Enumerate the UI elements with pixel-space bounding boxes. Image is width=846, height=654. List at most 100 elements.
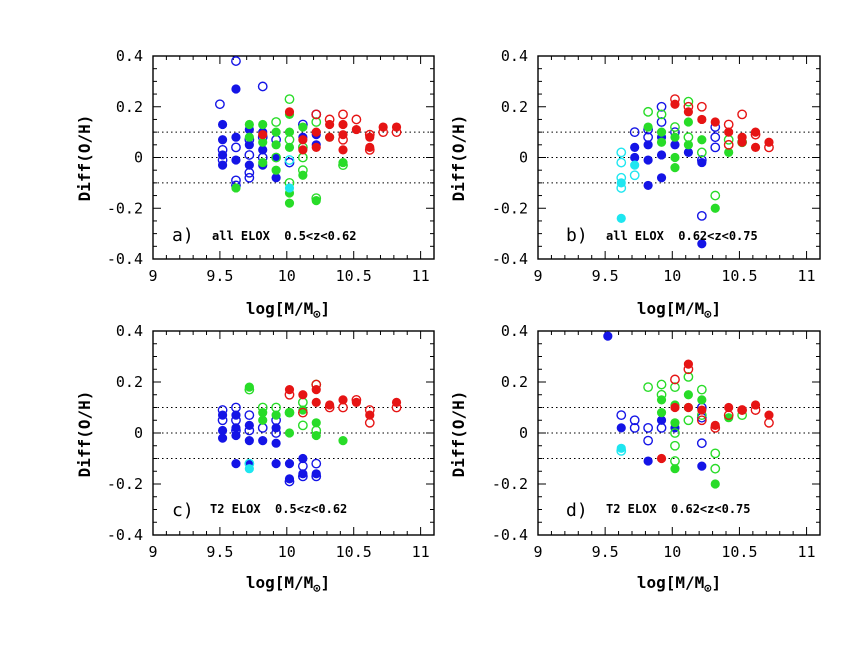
data-point-blue-filled [643, 456, 653, 466]
data-point-red-open [324, 402, 335, 413]
data-point-blue-filled [643, 140, 653, 150]
data-point-red-open [351, 394, 362, 405]
data-point-green-open [710, 463, 721, 474]
data-point-red-filled [724, 127, 734, 137]
data-point-green-filled [683, 117, 693, 127]
data-point-red-filled [351, 397, 361, 408]
data-point-cyan-filled [616, 213, 626, 223]
data-point-blue-open [643, 435, 654, 446]
data-point-red-open [764, 142, 774, 153]
x-tick-label: 10.5 [336, 267, 372, 285]
data-point-red-open [750, 405, 761, 415]
y-tick-label: 0.4 [116, 47, 143, 65]
x-tick-label: 9.5 [206, 543, 233, 561]
data-point-blue-open [656, 422, 667, 433]
x-tick-label: 10.5 [721, 267, 757, 285]
data-point-red-open [338, 134, 348, 145]
data-point-cyan-filled [244, 464, 254, 474]
plot-area: 9 9.5 10 10.5 11 -0.4 -0.2 0 0.2 0.4 [492, 322, 821, 561]
data-point-red-filled [670, 99, 680, 109]
data-point-blue-filled [298, 469, 308, 479]
data-point-cyan-filled [616, 178, 626, 188]
x-axis-label: log[M/M⊙] [637, 573, 721, 595]
data-point-blue-open [643, 422, 654, 433]
data-point-green-filled [258, 415, 268, 425]
y-tick-label: 0.2 [501, 373, 528, 391]
data-point-green-open [656, 379, 667, 390]
data-point-green-open [271, 152, 282, 163]
data-point-green-open [710, 448, 721, 459]
data-point-green-open [284, 94, 295, 105]
data-point-blue-filled [217, 160, 228, 170]
data-point-green-open [683, 372, 694, 382]
x-tick-label: 9.5 [206, 267, 233, 285]
data-point-green-open [297, 420, 308, 431]
data-point-blue-open [656, 117, 667, 127]
data-point-blue-filled [271, 459, 281, 469]
data-point-blue-filled [217, 433, 228, 443]
data-point-red-filled [338, 145, 348, 155]
y-tick-label: 0 [519, 149, 528, 167]
data-point-red-open [670, 374, 680, 385]
data-point-blue-open [244, 167, 255, 178]
data-point-green-open [656, 389, 667, 400]
data-point-green-filled [643, 122, 653, 132]
data-point-green-open [670, 428, 680, 438]
data-point-blue-filled [670, 140, 680, 150]
data-point-cyan-filled [616, 443, 626, 453]
data-point-green-filled [697, 135, 707, 145]
data-point-red-open [391, 127, 402, 138]
data-point-green-open [696, 384, 707, 395]
data-point-green-filled [284, 428, 295, 438]
x-tick-label: 9 [148, 543, 157, 561]
x-tick-label: 9.5 [592, 543, 619, 561]
data-point-blue-open [244, 150, 255, 160]
data-point-green-open [696, 147, 707, 158]
data-point-red-filled [351, 124, 361, 135]
data-point-cyan-open [629, 170, 640, 181]
data-point-blue-filled [271, 438, 281, 448]
data-point-blue-filled [603, 331, 613, 341]
data-point-green-open [643, 382, 654, 393]
data-point-red-open [351, 114, 362, 125]
data-point-blue-open [696, 438, 707, 449]
data-point-green-filled [311, 196, 321, 206]
y-tick-label: 0.4 [501, 47, 528, 65]
data-point-green-filled [311, 418, 321, 428]
data-point-blue-open [231, 402, 241, 413]
y-axis-label: Diff(O/H) [449, 115, 468, 202]
x-tick-label: 9 [533, 543, 542, 561]
data-point-blue-open [257, 422, 268, 433]
y-tick-label: -0.4 [107, 526, 143, 544]
data-point-cyan-open [616, 147, 627, 158]
panel-annotation: T2 ELOX 0.5<z<0.62 [210, 502, 347, 516]
data-point-green-open [311, 117, 322, 127]
data-point-red-filled [683, 359, 693, 369]
data-point-blue-open [244, 172, 255, 183]
data-point-blue-open [696, 155, 707, 165]
data-point-blue-open [217, 405, 228, 415]
data-point-red-filled [750, 142, 761, 152]
x-tick-label: 9 [533, 267, 542, 285]
y-tick-label: 0 [519, 424, 528, 442]
data-point-red-open [284, 389, 295, 400]
x-tick-label: 10 [278, 543, 296, 561]
data-point-green-open [656, 109, 667, 120]
data-point-green-filled [298, 405, 308, 415]
y-tick-label: -0.4 [492, 526, 528, 544]
data-point-green-filled [271, 410, 281, 420]
data-point-blue-open [257, 81, 268, 92]
data-point-red-filled [311, 385, 321, 395]
data-point-red-filled [338, 119, 348, 130]
data-point-blue-filled [697, 157, 707, 168]
data-point-blue-open [271, 428, 282, 438]
y-tick-label: -0.2 [107, 199, 143, 217]
data-point-red-open [311, 109, 322, 120]
data-point-red-filled [656, 453, 667, 464]
data-point-red-open [750, 129, 761, 140]
y-tick-label: 0.2 [116, 373, 143, 391]
y-tick-label: -0.2 [492, 475, 528, 493]
data-point-green-filled [271, 140, 281, 150]
panel-label: b) [566, 225, 588, 246]
